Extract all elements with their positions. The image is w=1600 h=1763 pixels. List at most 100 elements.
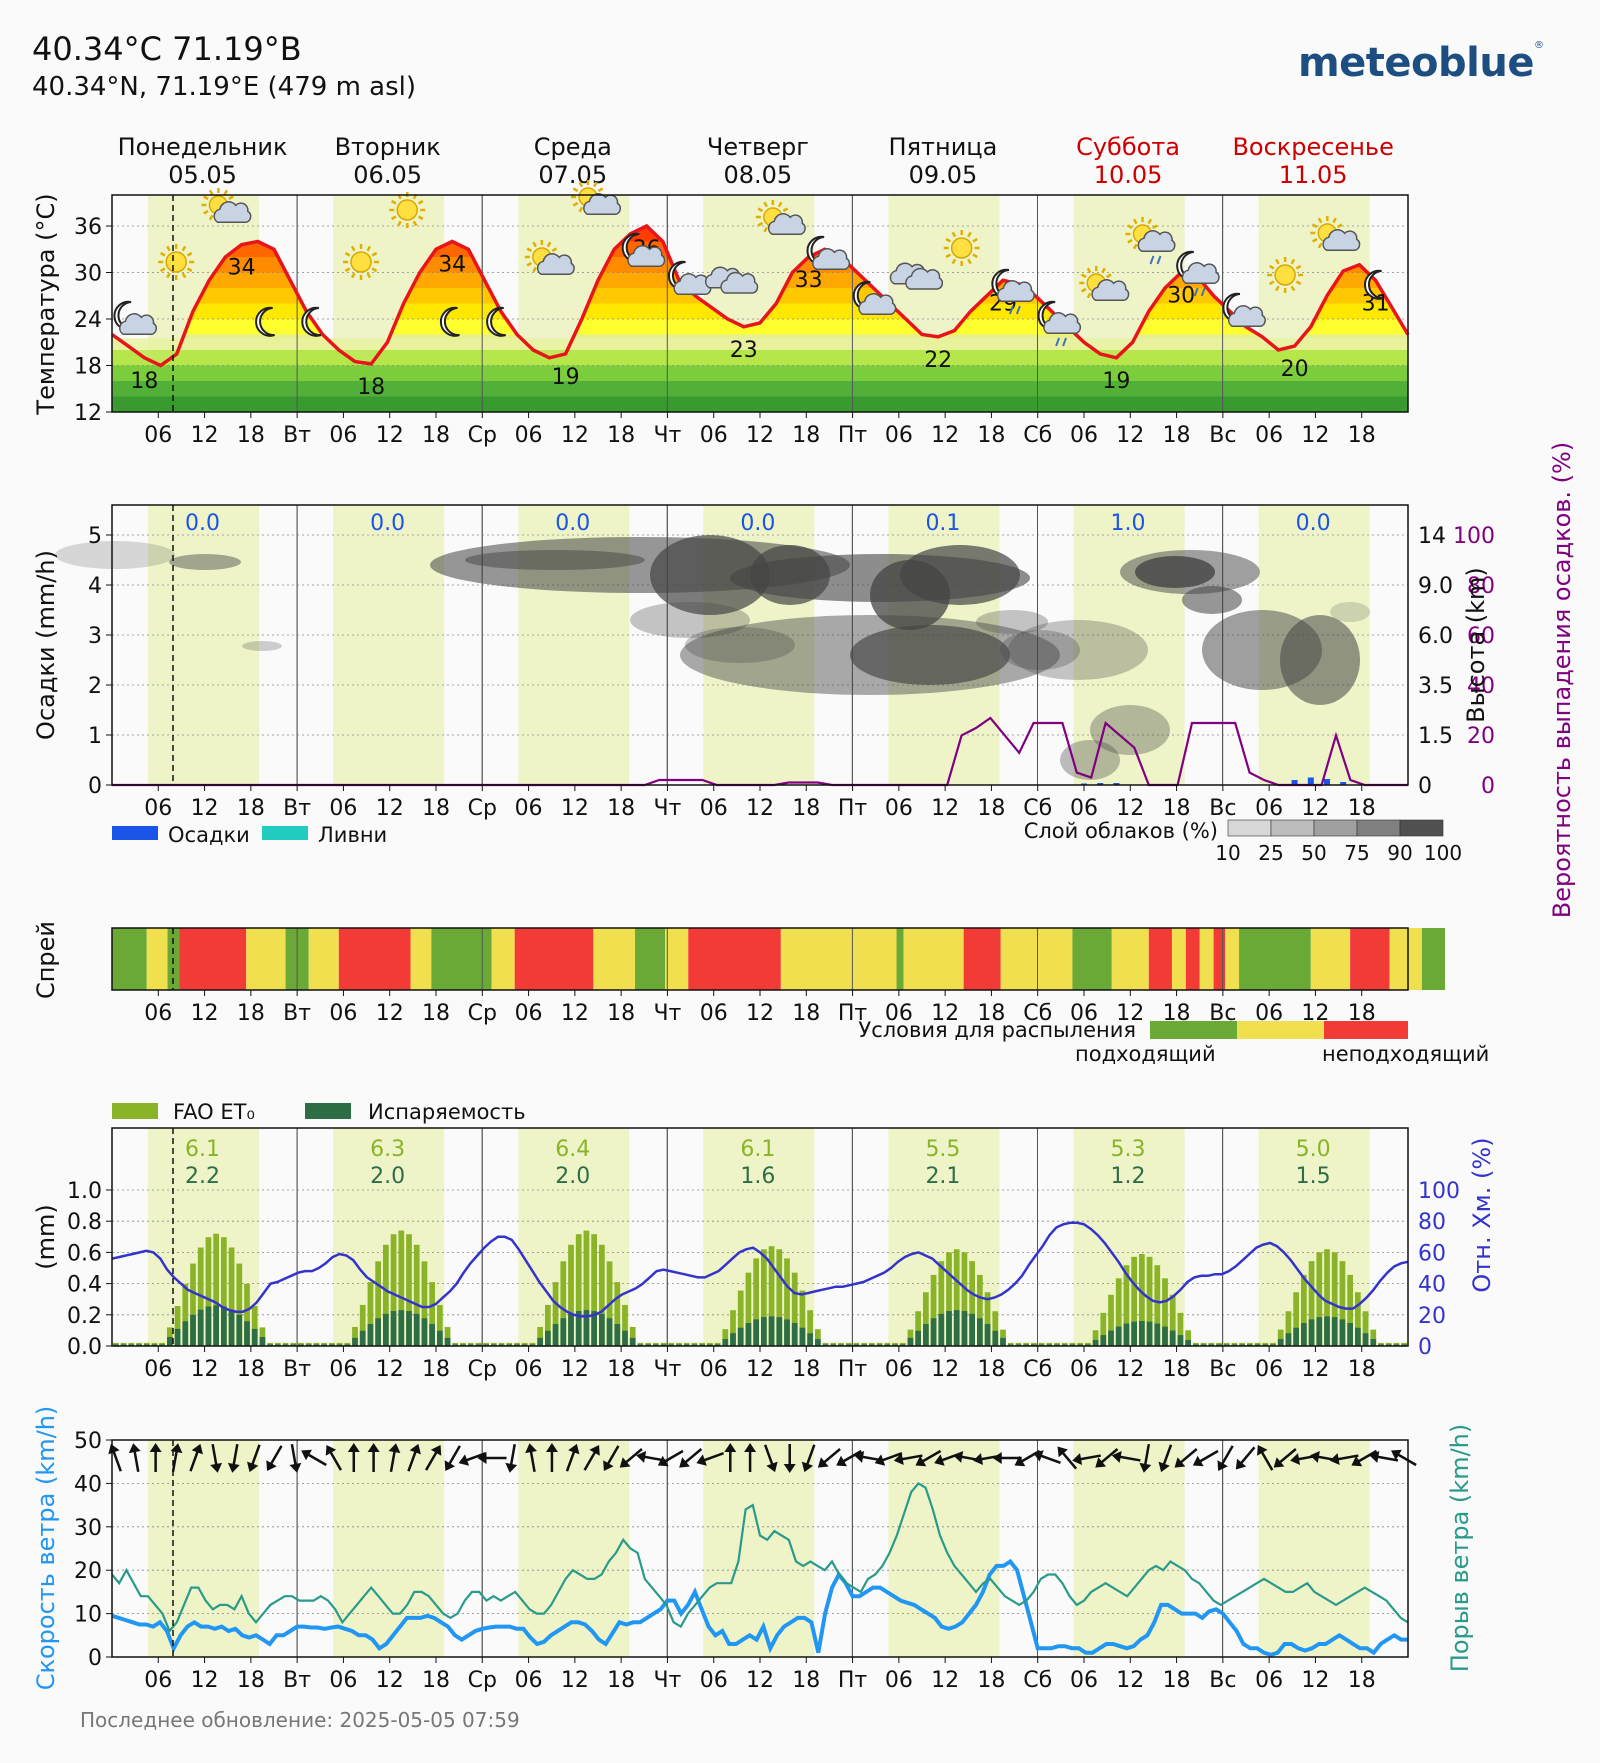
wind-arrow (1192, 1449, 1219, 1467)
spray-segment (491, 928, 515, 990)
evaporation-bar (1031, 1344, 1037, 1346)
evaporation-bar (830, 1344, 837, 1346)
spray-legend-mid (1237, 1021, 1324, 1039)
evaporation-bar (182, 1321, 189, 1346)
x-tick-label: 18 (1348, 1357, 1376, 1382)
x-tick-label: 06 (329, 796, 357, 821)
evaporation-bar (128, 1344, 135, 1346)
x-tick-label: 12 (931, 1001, 959, 1026)
moon-shape (439, 306, 460, 337)
x-tick-label: Вс (1209, 796, 1236, 821)
wind-arrow (763, 1444, 778, 1473)
x-tick-label: 12 (191, 1001, 219, 1026)
x-tick-label: 12 (561, 1668, 589, 1693)
rain-bar (1307, 777, 1314, 785)
cloud-cover-blob (976, 610, 1048, 634)
sun-ray (1106, 273, 1112, 279)
evaporation-bar (305, 1344, 312, 1346)
fao-bar (946, 1252, 952, 1346)
sun-ray (763, 226, 768, 233)
spray-segment (963, 928, 1001, 990)
wind-arrow-head (1309, 1451, 1320, 1463)
wind-arrow-head (149, 1443, 162, 1452)
fao-bar (1308, 1261, 1315, 1346)
x-tick-label: 18 (607, 796, 635, 821)
fao-bar (1339, 1261, 1346, 1346)
y-tick-label: 0 (88, 1646, 102, 1671)
moon-shape (486, 306, 506, 337)
wind-axis-title: Скорость ветра (km/h) (32, 1406, 60, 1691)
evaporation-bar (190, 1314, 196, 1346)
y-tick-label: 18 (74, 355, 102, 380)
wind-arrow-head (1290, 1453, 1301, 1465)
wind-arrow-head (505, 1462, 518, 1473)
sun-cloud-icon (1079, 266, 1130, 302)
evaporation-bar (375, 1318, 381, 1346)
wind-arrow-head (817, 1457, 829, 1468)
evaporation-legend-swatch (305, 1103, 351, 1119)
evaporation-bar (1370, 1339, 1377, 1346)
spray-segment (1310, 928, 1351, 990)
wind-arrow-head (247, 1461, 259, 1473)
evaporation-bar (560, 1318, 567, 1346)
spray-segment (1225, 928, 1240, 990)
fao-bar (1370, 1329, 1377, 1346)
humidity-tick-label: 100 (1418, 1179, 1460, 1204)
evaporation-bar (915, 1330, 921, 1346)
evaporation-bar (807, 1333, 813, 1346)
evaporation-bar (383, 1313, 389, 1346)
spray-segment (1350, 928, 1390, 990)
x-tick-label: 06 (1070, 1357, 1098, 1382)
fao-bar (753, 1258, 759, 1346)
spray-segment (1000, 928, 1073, 990)
daily-fao-total: 6.4 (555, 1137, 590, 1162)
meteoblue-logo[interactable]: meteoblue® (1298, 40, 1544, 86)
evaporation-bar (637, 1344, 644, 1346)
spray-segment (410, 928, 432, 990)
evaporation-bar (506, 1344, 513, 1346)
evaporation-bar (1339, 1319, 1346, 1346)
x-tick-label: 12 (561, 1001, 589, 1026)
cloud-legend-tick: 100 (1424, 841, 1462, 865)
rain-bar (1324, 779, 1330, 785)
sun-ray (526, 261, 533, 267)
rain-legend-swatch (112, 826, 158, 840)
fao-bar (614, 1282, 621, 1346)
sun-ray (159, 251, 166, 257)
day-name: Понедельник (118, 133, 288, 161)
fao-bar (961, 1252, 968, 1346)
sun-ray (344, 267, 351, 273)
wind-arrow (266, 1445, 283, 1471)
cloud-shape (720, 271, 759, 294)
wind-arrow-head (893, 1453, 904, 1465)
evaporation-bar (691, 1344, 698, 1346)
wind-arrow-head (1273, 1457, 1285, 1468)
wind-speed-line (111, 1558, 1408, 1657)
fao-bar (815, 1329, 821, 1346)
evaporation-bar (552, 1324, 559, 1346)
cloud-cover-blob (242, 641, 282, 651)
fao-bar (228, 1247, 235, 1346)
cloud-shape (1137, 230, 1176, 253)
evaporation-bar (120, 1344, 127, 1346)
sun-cloud-icon (1310, 216, 1361, 252)
sun-ray (371, 267, 378, 273)
daily-evaporation-total: 2.0 (370, 1164, 405, 1189)
y-tick-label: 0.4 (67, 1273, 102, 1298)
evaporation-bar (1293, 1327, 1299, 1346)
fao-bar (799, 1290, 806, 1346)
cloud-legend-tick: 25 (1258, 841, 1283, 865)
sun-ray (1152, 224, 1158, 230)
x-tick-label: 18 (1348, 796, 1376, 821)
x-tick-label: 06 (515, 1001, 543, 1026)
x-tick-label: 12 (1116, 1001, 1144, 1026)
evaporation-bar (1092, 1339, 1099, 1346)
evaporation-bar (1239, 1344, 1245, 1346)
sun-ray (166, 245, 171, 252)
sun-ray (546, 241, 552, 248)
sun-ray (412, 220, 418, 227)
sun-cloud-icon (755, 200, 806, 236)
evaporation-bar (815, 1339, 821, 1346)
wind-panel (112, 1440, 1408, 1657)
evaporation-bar (514, 1344, 520, 1346)
